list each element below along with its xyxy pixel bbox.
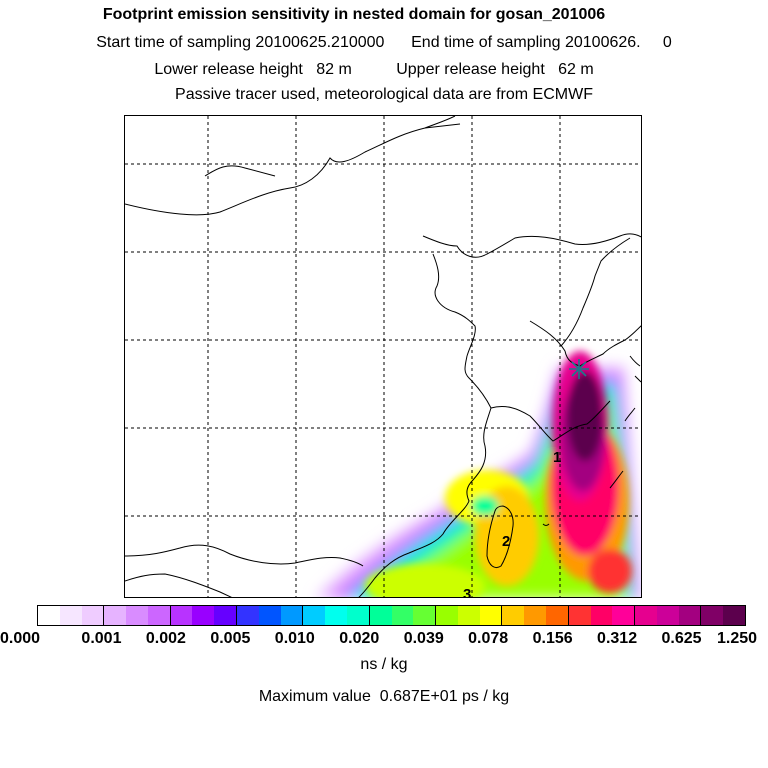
colorbar-segment	[303, 606, 326, 625]
colorbar-segment	[59, 606, 82, 625]
colorbar-segment	[436, 606, 458, 625]
coastlines	[125, 116, 641, 597]
colorbar-segment	[258, 606, 281, 625]
colorbar-segment	[479, 606, 503, 625]
colorbar-segment	[38, 606, 60, 625]
colorbar-tick-label: 0.312	[597, 630, 638, 647]
colorbar-tick-label: 0.020	[339, 630, 380, 647]
sampling-times: Start time of sampling 20100625.210000 E…	[96, 34, 672, 51]
colorbar-segment	[237, 606, 259, 625]
colorbar-segment	[346, 606, 370, 625]
max-value-label: Maximum value 0.687E+01 ps / kg	[258, 688, 510, 705]
graticule	[125, 116, 641, 597]
colorbar-segment	[656, 606, 679, 625]
colorbar-segment	[524, 606, 546, 625]
colorbar-segment	[170, 606, 193, 625]
colorbar-segment	[678, 606, 702, 625]
colorbar-tick-label: 0.078	[468, 630, 509, 647]
colorbar-segment	[104, 606, 127, 625]
colorbar-tick-label: 1.250	[716, 630, 758, 647]
receptor-star-marker	[569, 359, 589, 379]
colorbar-segment	[457, 606, 480, 625]
colorbar-segment	[590, 606, 613, 625]
colorbar-segment	[214, 606, 238, 625]
colorbar	[37, 605, 746, 626]
colorbar-tick-label: 0.156	[532, 630, 573, 647]
colorbar-ticks: 0.000 0.001 0.002 0.005 0.010 0.020 0.039 0.078…	[0, 630, 768, 652]
contour-label-1: 1	[553, 449, 561, 466]
colorbar-segment	[192, 606, 215, 625]
footprint-map: 1 2 3	[124, 115, 642, 598]
colorbar-segment	[502, 606, 525, 625]
colorbar-segment	[391, 606, 414, 625]
units-label: ns / kg	[360, 656, 408, 673]
contour-label-3: 3	[463, 586, 471, 598]
colorbar-segment	[325, 606, 347, 625]
colorbar-segment	[545, 606, 569, 625]
release-heights: Lower release height 82 m Upper release …	[154, 61, 594, 78]
colorbar-tick-label: 0.002	[145, 630, 186, 647]
colorbar-segment	[723, 606, 745, 625]
colorbar-segment	[701, 606, 724, 625]
colorbar-segment	[612, 606, 636, 625]
colorbar-tick-label: 0.625	[661, 630, 702, 647]
colorbar-segment	[413, 606, 437, 625]
colorbar-tick-label: 0.005	[210, 630, 251, 647]
contour-label-2: 2	[502, 533, 510, 550]
colorbar-segment	[635, 606, 657, 625]
colorbar-tick-label: 0.010	[274, 630, 315, 647]
tracer-info: Passive tracer used, meteorological data…	[175, 86, 593, 103]
colorbar-segment	[280, 606, 304, 625]
colorbar-tick-label: 0.001	[81, 630, 122, 647]
colorbar-segment	[147, 606, 171, 625]
colorbar-tick-label: 0.039	[403, 630, 444, 647]
colorbar-segment	[81, 606, 105, 625]
colorbar-segment	[126, 606, 148, 625]
colorbar-tick-label: 0.000	[0, 630, 41, 647]
plot-title: Footprint emission sensitivity in nested…	[102, 6, 606, 23]
colorbar-segment	[568, 606, 591, 625]
sensitivity-plume	[316, 351, 641, 597]
colorbar-segment	[369, 606, 392, 625]
